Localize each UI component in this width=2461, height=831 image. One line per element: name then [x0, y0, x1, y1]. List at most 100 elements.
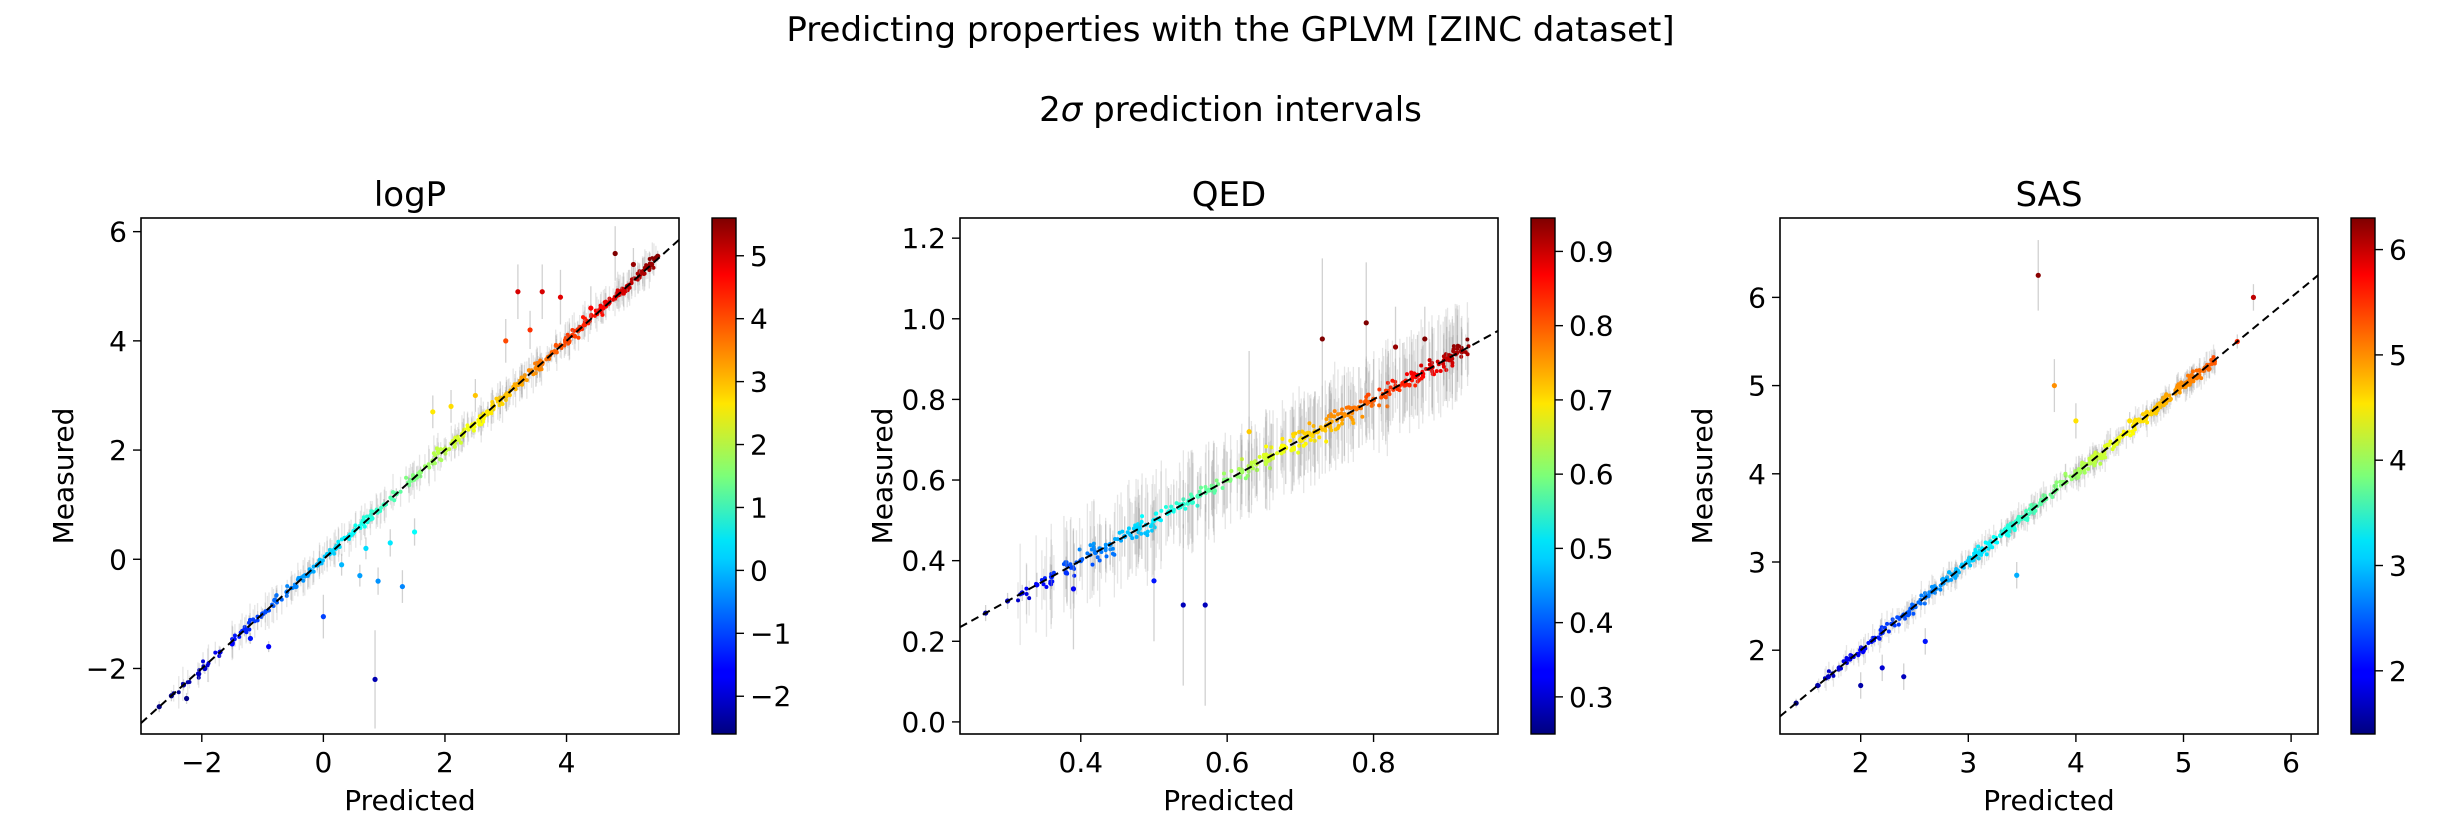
data-point — [472, 392, 478, 399]
colorbar-tick-label: 0.7 — [1569, 384, 1614, 417]
cloud-point — [1413, 383, 1418, 388]
cloud-point — [1333, 427, 1338, 432]
cloud-point — [1091, 541, 1096, 546]
cloud-point — [1095, 555, 1100, 560]
cloud-point — [1438, 368, 1443, 373]
data-point — [1392, 344, 1399, 350]
cloud-point — [1296, 450, 1301, 455]
colorbar-tick-label: 0 — [750, 554, 768, 587]
cloud-point — [1049, 582, 1054, 587]
cloud-point — [1332, 409, 1337, 414]
cloud-point — [1364, 398, 1369, 403]
cloud-point — [489, 409, 494, 414]
cloud-point — [1434, 369, 1439, 374]
cloud-point — [274, 593, 279, 598]
identity-line — [141, 239, 679, 724]
cloud-point — [1324, 417, 1329, 422]
cloud-point — [503, 397, 508, 402]
data-point — [1976, 550, 1982, 556]
cloud-point — [1153, 511, 1158, 516]
cloud-point — [251, 617, 256, 622]
cloud-point — [2005, 524, 2010, 529]
cloud-point — [1976, 544, 1981, 549]
cloud-point — [471, 428, 476, 433]
cloud-point — [2103, 455, 2108, 460]
cloud-point — [1385, 380, 1390, 385]
subtitle-prefix: 2 — [1039, 90, 1061, 130]
cloud-point — [438, 447, 443, 452]
y-tick-label: 0.0 — [901, 706, 946, 739]
cloud-point — [1090, 562, 1095, 567]
cloud-point — [1340, 421, 1345, 426]
cloud-point — [176, 690, 181, 695]
cloud-point — [1890, 617, 1895, 622]
cloud-point — [2076, 475, 2081, 480]
data-point — [2073, 418, 2079, 424]
data-point — [2014, 572, 2020, 578]
cloud-point — [458, 440, 463, 445]
cloud-point — [247, 627, 252, 632]
cloud-point — [465, 423, 470, 428]
cloud-point — [232, 633, 237, 638]
cloud-point — [490, 400, 495, 405]
cloud-point — [1195, 503, 1200, 508]
cloud-point — [1946, 570, 1951, 575]
cloud-point — [576, 335, 581, 340]
cloud-point — [332, 551, 337, 556]
cloud-point — [1143, 531, 1148, 536]
x-tick-label: 2 — [1852, 746, 1870, 779]
cloud-point — [533, 361, 538, 366]
x-axis-label: Predicted — [344, 784, 475, 817]
data-point — [363, 545, 369, 551]
cloud-point — [644, 263, 649, 268]
figure-subtitle: 2σ prediction intervals — [0, 90, 2461, 130]
cloud-point — [1131, 526, 1136, 531]
cloud-point — [398, 489, 403, 494]
cloud-point — [600, 312, 605, 317]
cloud-point — [2207, 366, 2212, 371]
cloud-point — [1311, 423, 1316, 428]
colorbar-tick-label: 4 — [2389, 444, 2407, 477]
cloud-point — [2167, 393, 2172, 398]
cloud-point — [1328, 412, 1333, 417]
colorbar-tick-label: 1 — [750, 491, 768, 524]
cloud-point — [2108, 439, 2113, 444]
cloud-point — [1448, 358, 1453, 363]
cloud-point — [562, 343, 567, 348]
data-point — [387, 540, 393, 546]
cloud-point — [1113, 536, 1118, 541]
cloud-point — [1016, 598, 1021, 603]
cloud-point — [311, 564, 316, 569]
cloud-point — [1340, 407, 1345, 412]
cloud-point — [1130, 536, 1135, 541]
cloud-point — [1190, 500, 1195, 505]
y-tick-label: 1.2 — [901, 222, 946, 255]
cloud-point — [1198, 485, 1203, 490]
cloud-point — [255, 618, 260, 623]
cloud-point — [1429, 360, 1434, 365]
cloud-point — [1264, 444, 1269, 449]
data-point — [533, 365, 539, 371]
cloud-point — [1404, 372, 1409, 377]
cloud-point — [196, 675, 201, 680]
cloud-point — [570, 328, 575, 333]
cloud-point — [2199, 376, 2204, 381]
cloud-point — [1150, 528, 1155, 533]
cloud-point — [1831, 673, 1836, 678]
cloud-point — [1922, 591, 1927, 596]
cloud-point — [1197, 489, 1202, 494]
colorbar-tick-label: −2 — [750, 680, 791, 713]
cloud-point — [2050, 495, 2055, 500]
cloud-point — [1941, 576, 1946, 581]
cloud-point — [602, 300, 607, 305]
cloud-point — [1427, 358, 1432, 363]
data-point — [266, 644, 272, 650]
data-series — [1793, 240, 2257, 708]
cloud-point — [2140, 412, 2145, 417]
cloud-point — [1907, 610, 1912, 615]
cloud-point — [476, 417, 481, 422]
plot-frame — [1779, 217, 2319, 735]
cloud-point — [1249, 460, 1254, 465]
data-point — [369, 515, 375, 521]
data-point — [1422, 336, 1428, 342]
